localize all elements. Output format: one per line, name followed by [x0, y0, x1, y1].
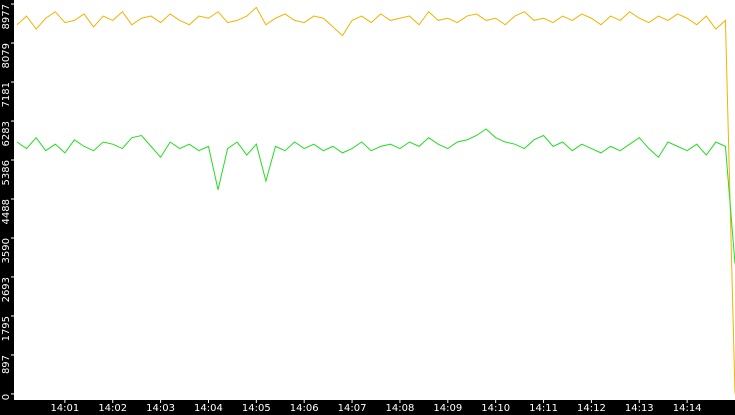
y-tick-label: 3590 [1, 238, 12, 263]
y-axis-strip [0, 0, 14, 415]
x-axis-strip [0, 400, 735, 415]
y-tick-label: 8977 [1, 4, 12, 29]
x-tick-label: 14:01 [50, 403, 79, 414]
x-tick-label: 14:12 [577, 403, 606, 414]
x-tick-label: 14:08 [386, 403, 415, 414]
x-tick-label: 14:06 [290, 403, 319, 414]
x-tick-label: 14:11 [529, 403, 558, 414]
x-tick-label: 14:04 [194, 403, 223, 414]
y-tick-label: 1795 [1, 316, 12, 341]
y-tick-label: 6283 [1, 121, 12, 146]
x-tick-label: 14:10 [481, 403, 510, 414]
x-tick-label: 14:05 [242, 403, 271, 414]
y-tick-label: 0 [1, 394, 12, 400]
x-tick-label: 14:14 [673, 403, 702, 414]
y-tick-label: 5386 [1, 160, 12, 185]
x-tick-label: 14:09 [433, 403, 462, 414]
y-tick-label: 4488 [1, 199, 12, 224]
y-tick-label: 897 [1, 355, 12, 374]
x-tick-label: 14:02 [98, 403, 127, 414]
y-tick-label: 2693 [1, 277, 12, 302]
x-tick-label: 14:03 [146, 403, 175, 414]
y-tick-label: 8079 [1, 43, 12, 68]
x-tick-label: 14:07 [338, 403, 367, 414]
series-line [16, 6, 735, 394]
y-tick-label: 7181 [1, 82, 12, 107]
x-tick-label: 14:13 [625, 403, 654, 414]
series-line [16, 128, 735, 264]
